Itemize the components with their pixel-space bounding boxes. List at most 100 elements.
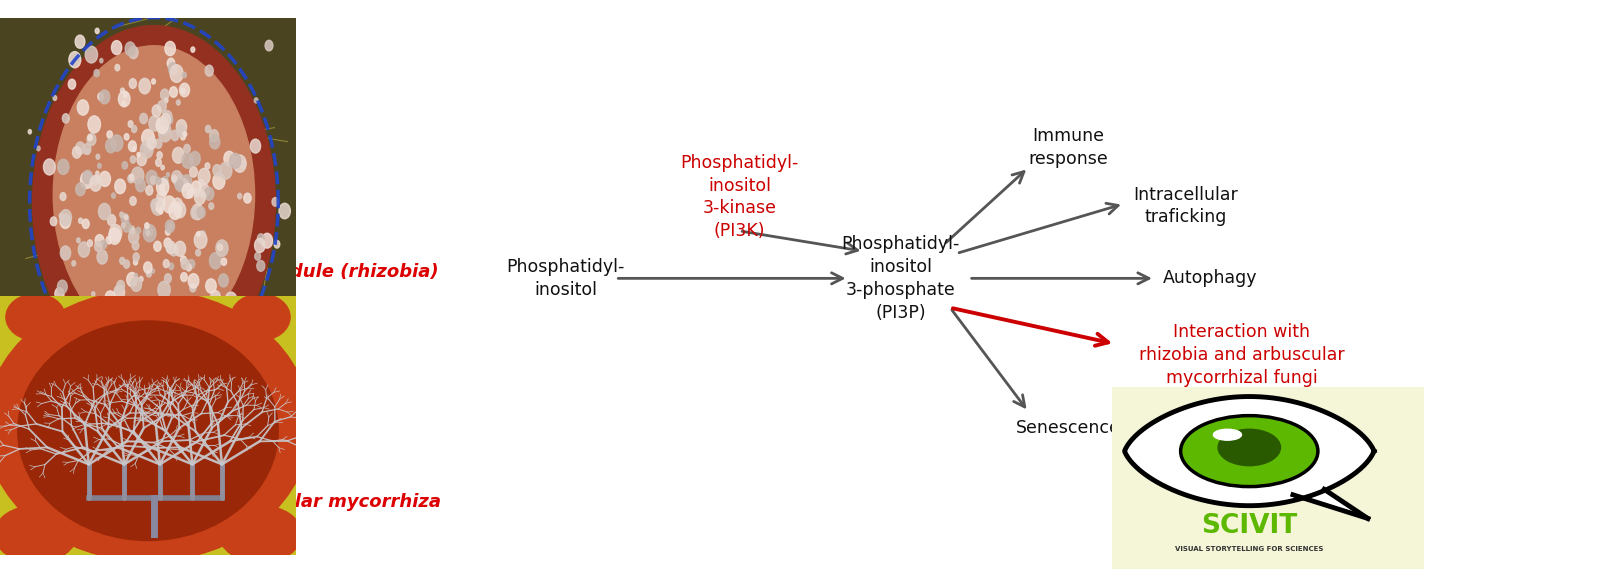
Circle shape [130, 226, 134, 234]
Circle shape [144, 222, 149, 228]
Circle shape [115, 179, 125, 194]
Circle shape [174, 202, 186, 218]
Circle shape [125, 215, 128, 220]
Circle shape [195, 190, 205, 204]
Circle shape [88, 116, 101, 133]
Circle shape [258, 261, 266, 271]
Ellipse shape [0, 505, 77, 562]
Circle shape [75, 35, 85, 48]
Circle shape [130, 156, 136, 163]
Circle shape [106, 139, 117, 153]
Circle shape [213, 164, 221, 176]
Circle shape [168, 63, 178, 75]
Circle shape [158, 281, 170, 298]
Ellipse shape [6, 294, 66, 340]
Circle shape [190, 47, 195, 52]
Circle shape [205, 126, 211, 133]
Circle shape [94, 242, 102, 251]
Circle shape [160, 89, 170, 100]
Circle shape [171, 171, 182, 184]
Circle shape [96, 154, 99, 159]
Circle shape [168, 58, 174, 68]
Circle shape [131, 167, 144, 184]
Circle shape [128, 174, 134, 183]
Circle shape [272, 198, 278, 206]
Circle shape [152, 105, 162, 117]
Circle shape [210, 357, 214, 365]
Circle shape [61, 246, 70, 260]
Ellipse shape [1213, 429, 1242, 440]
Circle shape [174, 241, 186, 257]
Circle shape [136, 227, 141, 234]
Circle shape [107, 214, 115, 225]
Ellipse shape [53, 46, 254, 343]
Circle shape [182, 184, 194, 198]
Circle shape [88, 240, 93, 247]
Circle shape [96, 28, 99, 33]
Circle shape [152, 198, 163, 215]
Circle shape [256, 400, 267, 414]
Polygon shape [1125, 397, 1374, 505]
Circle shape [155, 158, 162, 166]
Circle shape [61, 193, 66, 201]
Circle shape [166, 116, 173, 124]
Circle shape [157, 178, 168, 195]
Circle shape [72, 147, 82, 158]
Circle shape [149, 116, 160, 131]
Circle shape [189, 274, 198, 288]
Circle shape [205, 163, 210, 169]
Ellipse shape [18, 321, 278, 541]
Circle shape [162, 177, 168, 185]
Circle shape [163, 259, 170, 268]
Circle shape [254, 98, 258, 103]
Circle shape [142, 142, 152, 153]
Circle shape [138, 153, 147, 166]
Circle shape [99, 59, 102, 63]
Circle shape [182, 153, 194, 168]
Circle shape [82, 219, 90, 228]
Circle shape [69, 52, 82, 68]
Circle shape [133, 253, 139, 261]
Circle shape [58, 159, 69, 174]
Circle shape [218, 244, 222, 251]
Circle shape [128, 141, 136, 151]
Circle shape [226, 292, 237, 308]
Circle shape [278, 203, 290, 219]
Circle shape [165, 274, 171, 283]
Circle shape [198, 180, 203, 186]
Circle shape [72, 261, 75, 266]
Circle shape [152, 269, 155, 273]
Ellipse shape [1181, 416, 1318, 487]
Circle shape [174, 303, 187, 321]
Circle shape [80, 171, 93, 188]
Circle shape [176, 100, 181, 105]
Circle shape [99, 203, 110, 220]
Circle shape [165, 238, 171, 248]
Circle shape [157, 198, 165, 208]
Circle shape [98, 250, 107, 264]
Text: Phosphatidyl-
inositol: Phosphatidyl- inositol [507, 258, 626, 299]
Circle shape [125, 42, 136, 56]
Text: Intracellular
traficking: Intracellular traficking [1133, 185, 1238, 227]
Circle shape [98, 93, 104, 100]
Circle shape [162, 165, 165, 170]
Circle shape [134, 313, 147, 330]
Ellipse shape [219, 505, 302, 562]
Circle shape [130, 197, 136, 205]
Circle shape [75, 142, 85, 154]
Circle shape [94, 235, 104, 247]
Circle shape [179, 83, 189, 97]
Circle shape [150, 199, 160, 211]
Circle shape [157, 192, 165, 203]
Circle shape [155, 177, 162, 184]
Circle shape [157, 117, 168, 133]
Circle shape [165, 41, 176, 56]
Ellipse shape [230, 294, 290, 340]
Circle shape [122, 161, 128, 169]
Circle shape [163, 196, 176, 213]
Circle shape [168, 202, 181, 220]
Circle shape [192, 204, 203, 220]
Circle shape [166, 241, 176, 254]
Circle shape [182, 175, 192, 188]
Circle shape [128, 230, 139, 244]
